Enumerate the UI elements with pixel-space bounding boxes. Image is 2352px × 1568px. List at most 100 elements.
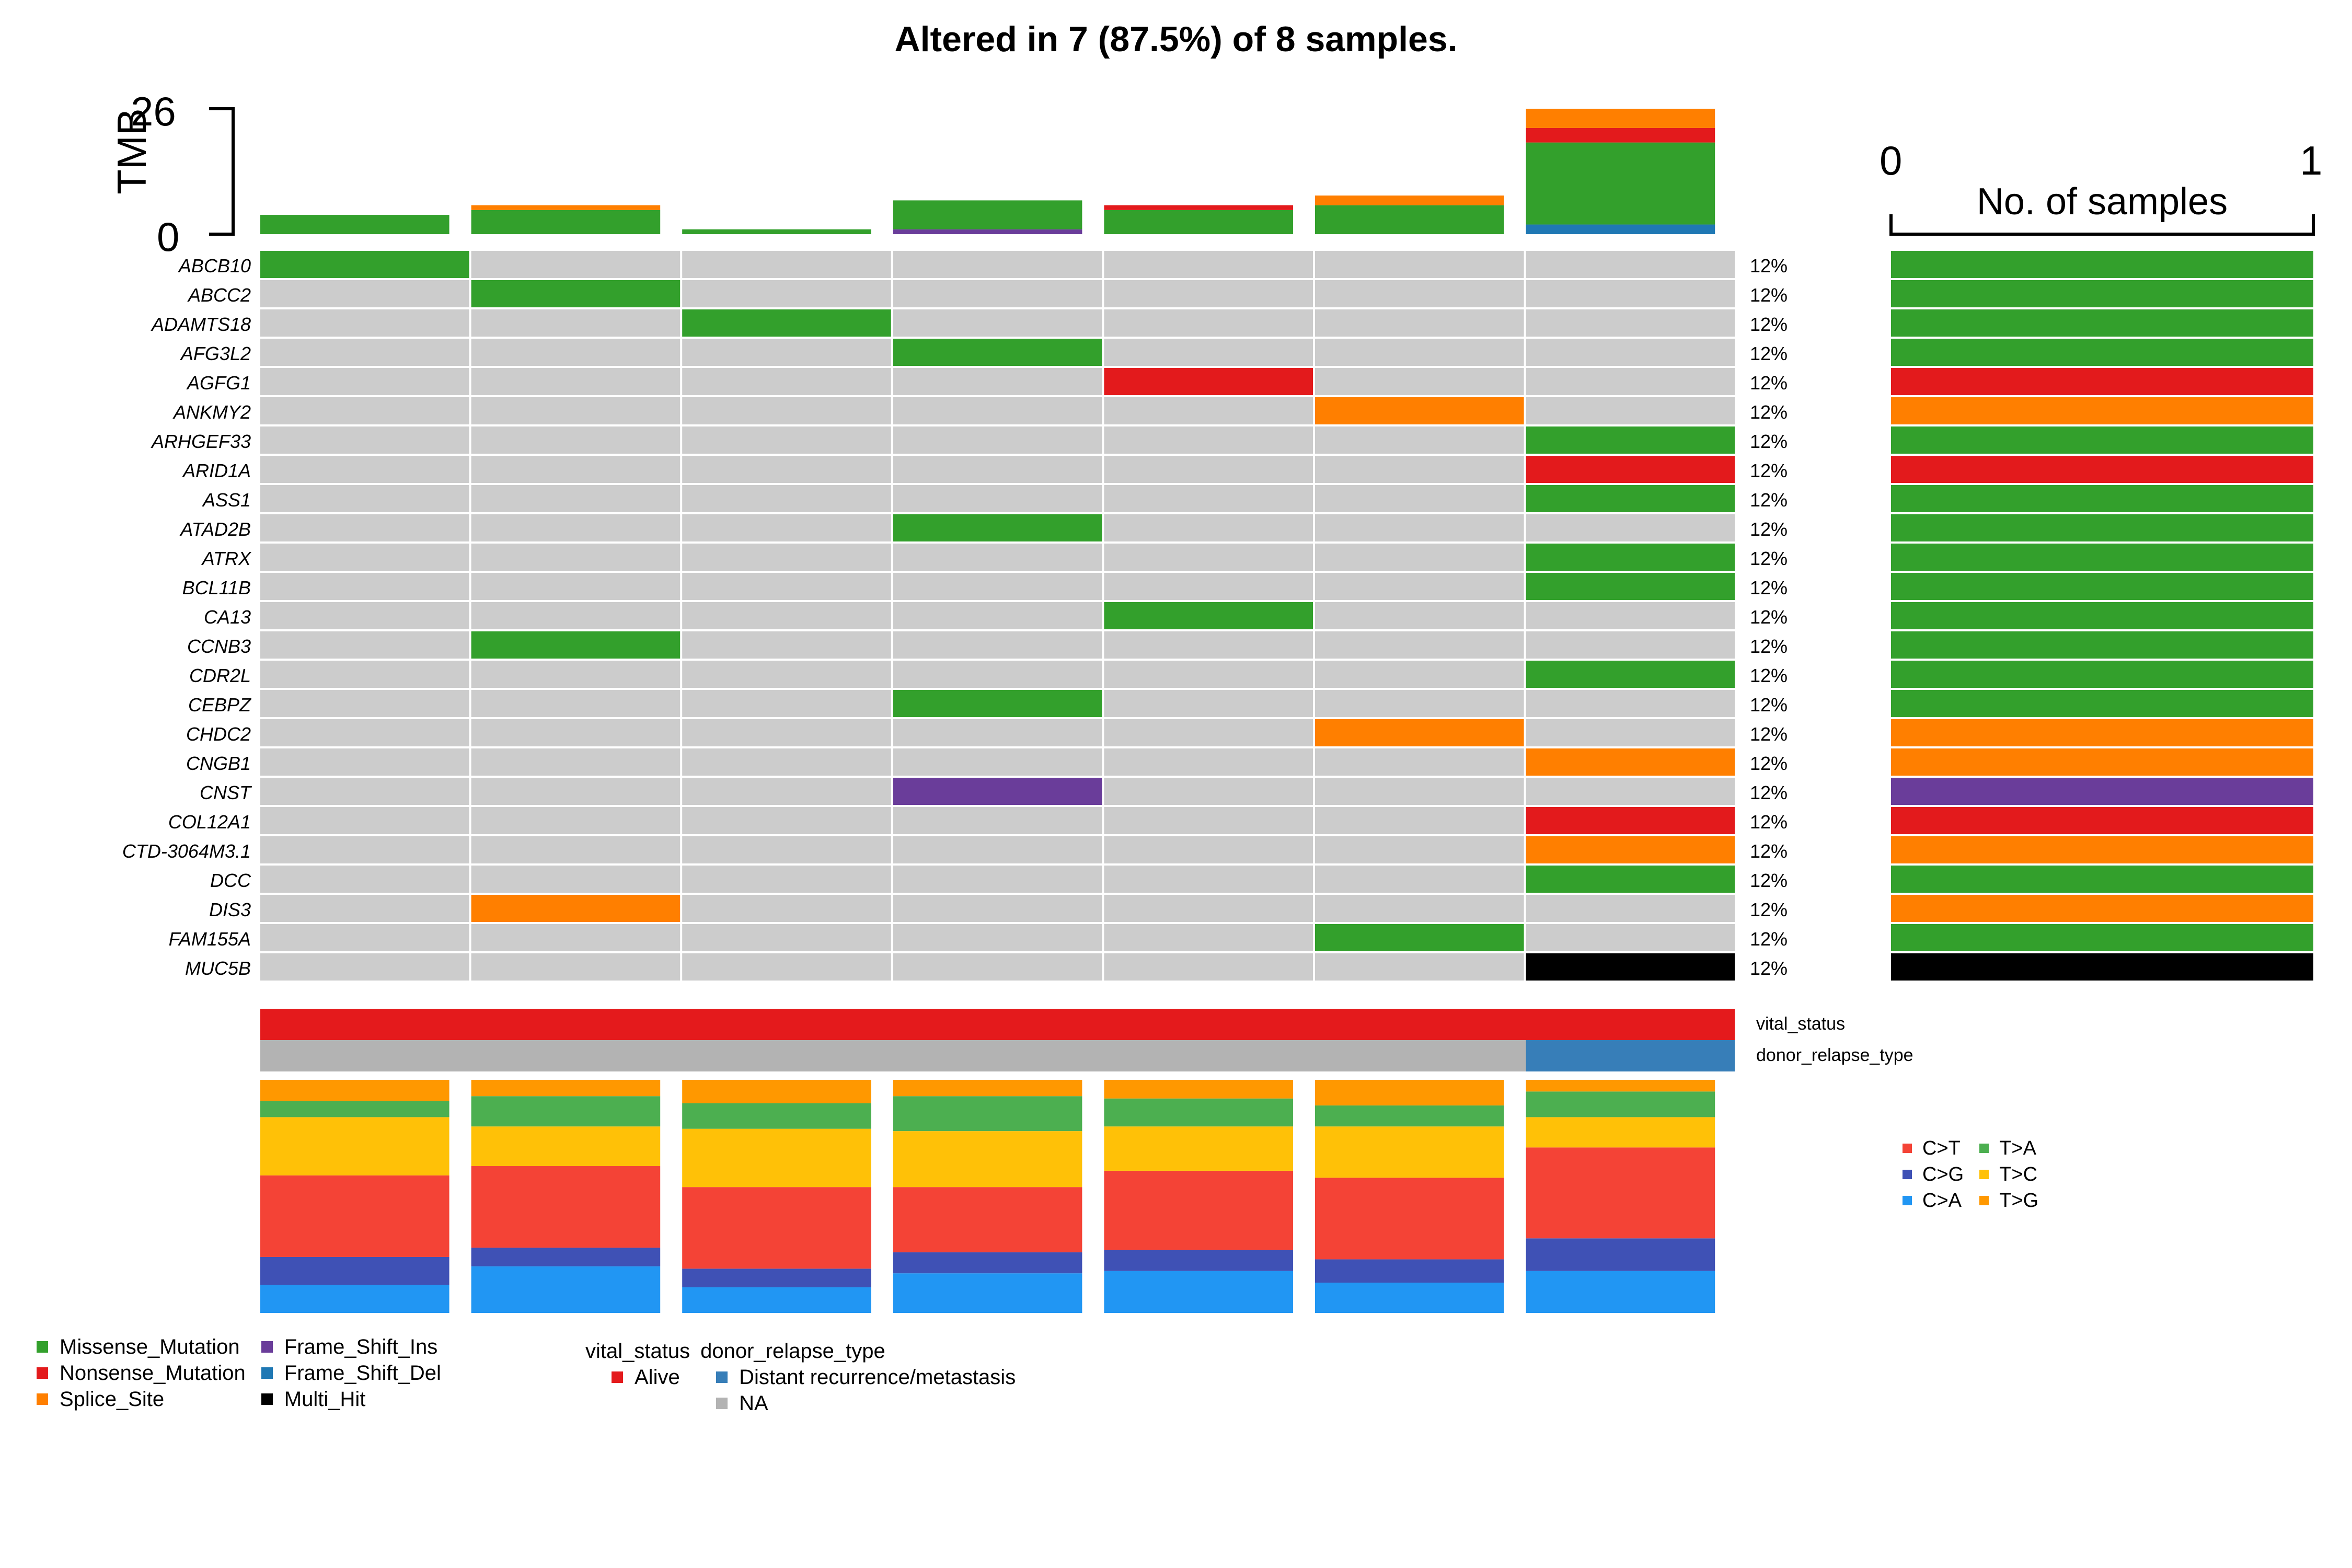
gene-frequency-bar xyxy=(1891,544,2313,571)
empty-cell xyxy=(1526,690,1735,717)
empty-cell xyxy=(471,251,681,278)
gene-label: ANKMY2 xyxy=(173,401,251,423)
empty-cell xyxy=(260,661,469,688)
empty-cell xyxy=(1315,953,1524,981)
empty-cell xyxy=(893,866,1102,893)
empty-cell xyxy=(1315,836,1524,863)
tmb-axis-title: TMB xyxy=(108,108,155,194)
gene-frequency-bar xyxy=(1891,631,2313,659)
gene-label: ABCB10 xyxy=(178,255,251,276)
donor-relapse-cell xyxy=(682,1040,894,1071)
empty-cell xyxy=(682,485,891,512)
empty-cell xyxy=(260,573,469,600)
empty-cell xyxy=(682,280,891,307)
empty-cell xyxy=(1315,807,1524,834)
legend-item-alive: Alive xyxy=(585,1364,690,1390)
gene-label: DIS3 xyxy=(209,899,251,920)
variant-cell xyxy=(893,690,1102,717)
legend-item-missense: Missense_Mutation xyxy=(37,1334,246,1360)
titv-bar-segment xyxy=(682,1128,871,1187)
gene-label: CDR2L xyxy=(189,665,251,686)
empty-cell xyxy=(893,426,1102,454)
variant-legend-col1: Missense_Mutation Nonsense_Mutation Spli… xyxy=(37,1334,246,1412)
empty-cell xyxy=(471,748,681,776)
gene-label: CNGB1 xyxy=(186,753,251,774)
titv-bar-segment xyxy=(893,1252,1082,1274)
gene-frequency-bar xyxy=(1891,602,2313,629)
empty-cell xyxy=(260,953,469,981)
empty-cell xyxy=(260,690,469,717)
empty-cell xyxy=(1104,456,1313,483)
percent-label: 12% xyxy=(1750,314,1788,335)
percent-label: 12% xyxy=(1750,723,1788,745)
empty-cell xyxy=(1104,426,1313,454)
gene-label: ARID1A xyxy=(182,460,251,481)
empty-cell xyxy=(1315,251,1524,278)
empty-cell xyxy=(1104,280,1313,307)
vital-status-cell xyxy=(1526,1009,1738,1040)
titv-bar-segment xyxy=(1104,1170,1293,1250)
empty-cell xyxy=(260,485,469,512)
empty-cell xyxy=(1315,368,1524,395)
titv-bar-segment xyxy=(1104,1271,1293,1313)
variant-cell xyxy=(1315,397,1524,424)
titv-bar-segment xyxy=(1315,1126,1504,1178)
empty-cell xyxy=(471,602,681,629)
empty-cell xyxy=(1315,485,1524,512)
titv-bar-segment xyxy=(260,1080,449,1101)
percent-label: 12% xyxy=(1750,401,1788,423)
empty-cell xyxy=(260,514,469,541)
titv-legend: C>T C>G C>A T>A T>C T>G xyxy=(1903,1135,2038,1214)
percent-label: 12% xyxy=(1750,694,1788,716)
empty-cell xyxy=(471,397,681,424)
variant-legend: Missense_Mutation Nonsense_Mutation Spli… xyxy=(37,1334,441,1412)
titv-bar-segment xyxy=(1104,1080,1293,1099)
annotation-legend: vital_status Alive donor_relapse_type Di… xyxy=(585,1338,1016,1416)
gene-label: AGFG1 xyxy=(187,372,251,394)
empty-cell xyxy=(893,368,1102,395)
empty-cell xyxy=(471,836,681,863)
gene-label: CTD-3064M3.1 xyxy=(122,840,251,862)
titv-bar-segment xyxy=(1315,1283,1504,1313)
empty-cell xyxy=(260,544,469,571)
vital-status-cell xyxy=(471,1009,683,1040)
vital-status-legend: vital_status Alive xyxy=(585,1338,690,1416)
tmb-bar-segment xyxy=(1315,195,1504,205)
titv-bar-segment xyxy=(471,1080,661,1097)
tmb-bar-segment xyxy=(1315,205,1504,234)
empty-cell xyxy=(471,807,681,834)
empty-cell xyxy=(471,924,681,951)
variant-cell xyxy=(893,514,1102,541)
empty-cell xyxy=(1104,573,1313,600)
empty-cell xyxy=(682,748,891,776)
variant-cell xyxy=(682,309,891,337)
empty-cell xyxy=(1526,251,1735,278)
gene-frequency-bar xyxy=(1891,280,2313,307)
titv-bar-segment xyxy=(1315,1080,1504,1106)
empty-cell xyxy=(893,544,1102,571)
donor-relapse-cell xyxy=(1104,1040,1316,1071)
empty-cell xyxy=(1315,544,1524,571)
empty-cell xyxy=(260,924,469,951)
empty-cell xyxy=(471,719,681,746)
empty-cell xyxy=(682,836,891,863)
empty-cell xyxy=(682,397,891,424)
legend-item-na: NA xyxy=(700,1390,1016,1416)
gene-label: ARHGEF33 xyxy=(151,431,251,452)
empty-cell xyxy=(1104,339,1313,366)
gene-frequency-bar xyxy=(1891,251,2313,278)
titv-legend-col2: T>A T>C T>G xyxy=(1979,1135,2038,1214)
vital-status-cell xyxy=(1315,1009,1527,1040)
empty-cell xyxy=(682,631,891,659)
empty-cell xyxy=(1104,866,1313,893)
titv-legend-col1: C>T C>G C>A xyxy=(1903,1135,1964,1214)
legend-item-t-c: T>C xyxy=(1979,1161,2038,1187)
empty-cell xyxy=(893,602,1102,629)
empty-cell xyxy=(1315,573,1524,600)
percent-label: 12% xyxy=(1750,343,1788,364)
titv-bar-segment xyxy=(893,1131,1082,1187)
gene-frequency-bar xyxy=(1891,719,2313,746)
empty-cell xyxy=(471,368,681,395)
empty-cell xyxy=(893,924,1102,951)
